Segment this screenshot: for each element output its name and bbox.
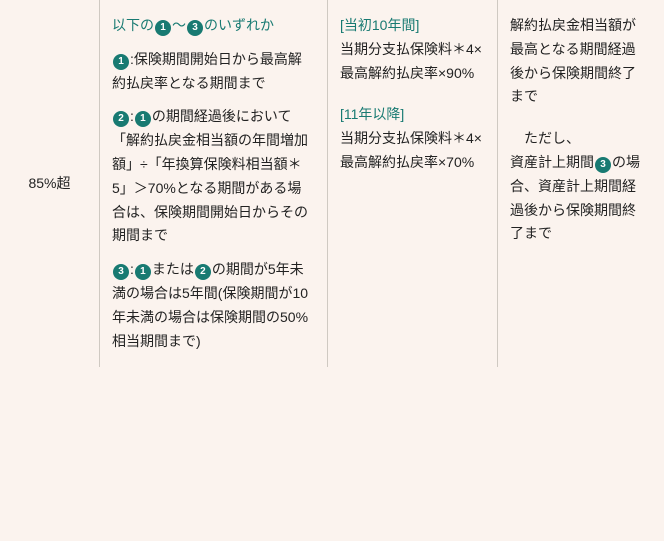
formula-1-body: 当期分支払保険料＊4×最高解約払戻率×90% [340,38,485,86]
circled-3-icon: 3 [187,20,203,36]
item-1-text: :保険期間開始日から最高解約払戻率となる期間まで [112,51,302,91]
circled-3-icon: 3 [113,264,129,280]
item-2-a: : [130,108,134,124]
circled-1-icon: 1 [155,20,171,36]
note-1: 解約払戻金相当額が最高となる期間経過後から保険期間終了まで [510,14,648,109]
intro-line: 以下の1〜3のいずれか [112,14,315,38]
circled-1-icon: 1 [113,54,129,70]
formula-2-head: [11年以降] [340,103,485,127]
intro-c: のいずれか [204,17,274,33]
period-cell: 以下の1〜3のいずれか 1:保険期間開始日から最高解約払戻率となる期間まで 2:… [100,0,328,367]
formula-block-1: [当初10年間] 当期分支払保険料＊4×最高解約払戻率×90% [340,14,485,85]
rate-cell: 85%超 [0,0,100,367]
circled-2-icon: 2 [113,111,129,127]
note-2b: 資産計上期間 [510,154,594,170]
table-row: 85%超 以下の1〜3のいずれか 1:保険期間開始日から最高解約払戻率となる期間… [0,0,664,367]
item-1: 1:保険期間開始日から最高解約払戻率となる期間まで [112,48,315,96]
note-2a: ただし、 [510,130,580,146]
circled-1-icon: 1 [135,111,151,127]
note-cell: 解約払戻金相当額が最高となる期間経過後から保険期間終了まで ただし、 資産計上期… [498,0,664,367]
circled-1-icon: 1 [135,264,151,280]
formula-cell: [当初10年間] 当期分支払保険料＊4×最高解約払戻率×90% [11年以降] … [328,0,498,367]
item-3-b: または [152,261,194,277]
item-2: 2:1の期間経過後において「解約払戻金相当額の年間増加額」÷「年換算保険料相当額… [112,105,315,248]
item-3: 3:1または2の期間が5年未満の場合は5年間(保険期間が10年未満の場合は保険期… [112,258,315,353]
formula-block-2: [11年以降] 当期分支払保険料＊4×最高解約払戻率×70% [340,103,485,174]
item-3-a: : [130,261,134,277]
note-2: ただし、 資産計上期間3の場合、資産計上期間経過後から保険期間終了まで [510,127,648,246]
formula-2-body: 当期分支払保険料＊4×最高解約払戻率×70% [340,127,485,175]
item-2-b: の期間経過後において「解約払戻金相当額の年間増加額」÷「年換算保険料相当額＊5」… [112,108,308,243]
formula-1-head: [当初10年間] [340,14,485,38]
intro-a: 以下の [112,17,154,33]
intro-b: 〜 [172,17,186,33]
circled-2-icon: 2 [195,264,211,280]
rate-label: 85%超 [28,172,70,196]
circled-3-icon: 3 [595,157,611,173]
